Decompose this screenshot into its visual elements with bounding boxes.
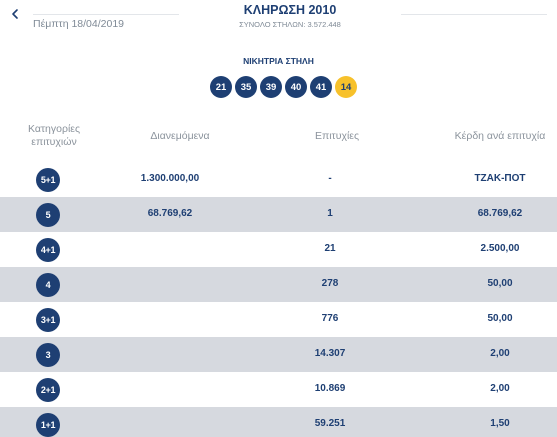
- category-badge: 5: [36, 203, 60, 227]
- prize-cell: 2,00: [490, 348, 510, 359]
- draw-date: Πέμπτη 18/04/2019: [33, 18, 125, 30]
- total-columns: ΣΥΝΟΛΟ ΣΤΗΛΩΝ: 3.572.448: [239, 20, 341, 29]
- prize-cell: 50,00: [487, 313, 513, 324]
- distributed-cell: 1.300.000,00: [140, 173, 200, 184]
- winners-cell: 776: [321, 313, 339, 324]
- category-badge: 3: [36, 343, 60, 367]
- prize-cell: 2,00: [490, 383, 510, 394]
- header-divider-right: [401, 14, 547, 15]
- prize-cell: 1,50: [490, 418, 510, 429]
- table-row: 3+1 776 50,00: [0, 302, 557, 337]
- winners-cell: -: [328, 173, 332, 184]
- category-badge: 2+1: [36, 378, 60, 402]
- number-ball: 21: [210, 76, 232, 98]
- page-title: ΚΛΗΡΩΣΗ 2010: [243, 3, 337, 17]
- prize-cell: ΤΖΑΚ-ΠΟΤ: [474, 173, 526, 184]
- category-badge: 1+1: [36, 413, 60, 437]
- winning-numbers: 21 35 39 40 41 14: [210, 76, 357, 98]
- category-badge: 4+1: [36, 238, 60, 262]
- winners-cell: 278: [321, 278, 339, 289]
- column-header-category-line2: επιτυχιών: [31, 136, 77, 148]
- distributed-cell: 68.769,62: [147, 208, 193, 219]
- table-row: 5 68.769,62 1 68.769,62: [0, 197, 557, 232]
- category-badge: 3+1: [36, 308, 60, 332]
- header-divider-left: [33, 14, 179, 15]
- table-row: 3 14.307 2,00: [0, 337, 557, 372]
- prize-cell: 2.500,00: [480, 243, 520, 254]
- table-header: Κατηγορίες επιτυχιών Διανεμόμενα Επιτυχί…: [0, 120, 557, 162]
- joker-ball: 14: [335, 76, 357, 98]
- table-row: 4+1 21 2.500,00: [0, 232, 557, 267]
- winning-column-title: ΝΙΚΗΤΡΙΑ ΣΤΗΛΗ: [243, 56, 314, 66]
- table-row: 5+1 1.300.000,00 - ΤΖΑΚ-ΠΟΤ: [0, 162, 557, 197]
- table-row: 1+1 59.251 1,50: [0, 407, 557, 437]
- winners-cell: 10.869: [314, 383, 346, 394]
- column-header-winners: Επιτυχίες: [314, 130, 360, 142]
- column-header-prize: Κέρδη ανά επιτυχία: [454, 130, 546, 142]
- prize-cell: 50,00: [487, 278, 513, 289]
- table-row: 4 278 50,00: [0, 267, 557, 302]
- table-row: 2+1 10.869 2,00: [0, 372, 557, 407]
- category-badge: 4: [36, 273, 60, 297]
- draw-header: Πέμπτη 18/04/2019 ΚΛΗΡΩΣΗ 2010 ΣΥΝΟΛΟ ΣΤ…: [0, 0, 557, 36]
- winners-cell: 59.251: [314, 418, 346, 429]
- number-ball: 35: [235, 76, 257, 98]
- category-badge: 5+1: [36, 168, 60, 192]
- prize-cell: 68.769,62: [477, 208, 523, 219]
- number-ball: 41: [310, 76, 332, 98]
- prize-table: 5+1 1.300.000,00 - ΤΖΑΚ-ΠΟΤ 5 68.769,62 …: [0, 162, 557, 437]
- winners-cell: 14.307: [314, 348, 346, 359]
- back-button[interactable]: [9, 7, 23, 21]
- column-header-category-line1: Κατηγορίες: [27, 123, 81, 135]
- winners-cell: 21: [324, 243, 336, 254]
- column-header-distributed: Διανεμόμενα: [150, 130, 210, 142]
- number-ball: 39: [260, 76, 282, 98]
- number-ball: 40: [285, 76, 307, 98]
- chevron-left-icon: [12, 9, 18, 19]
- column-header-category: Κατηγορίες επιτυχιών: [6, 123, 102, 149]
- winners-cell: 1: [327, 208, 333, 219]
